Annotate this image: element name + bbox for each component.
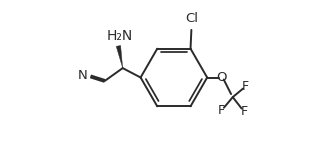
Polygon shape [116,46,123,68]
Text: F: F [218,104,225,117]
Text: O: O [216,71,227,84]
Text: H₂N: H₂N [106,29,132,43]
Text: N: N [77,69,87,82]
Text: F: F [240,105,247,118]
Text: F: F [242,80,249,93]
Text: Cl: Cl [186,12,199,25]
